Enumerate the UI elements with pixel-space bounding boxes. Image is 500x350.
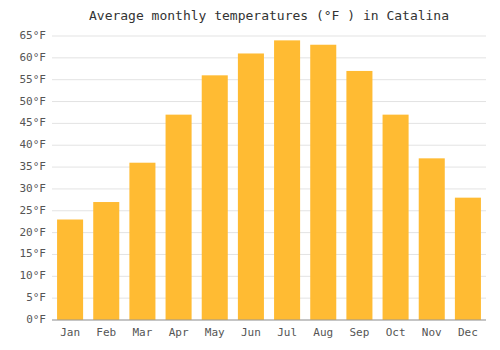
bar: [274, 40, 300, 320]
bars: [57, 40, 481, 320]
y-tick-label: 50°F: [20, 95, 47, 108]
x-tick-label: May: [205, 326, 225, 339]
bar: [238, 53, 264, 320]
grid-line: [52, 57, 486, 58]
bar: [383, 115, 409, 320]
y-tick-label: 65°F: [20, 29, 47, 42]
chart: Average monthly temperatures (°F ) in Ca…: [0, 0, 500, 350]
bar: [129, 163, 155, 320]
x-tick-label: Apr: [169, 326, 189, 339]
y-tick-label: 20°F: [20, 226, 47, 239]
y-tick-label: 0°F: [26, 313, 46, 326]
x-tick-label: Aug: [313, 326, 333, 339]
x-tick-label: Mar: [132, 326, 152, 339]
title: Average monthly temperatures (°F ) in Ca…: [89, 8, 449, 23]
grid-line: [52, 36, 486, 37]
bar: [419, 158, 445, 320]
bar: [455, 198, 481, 320]
x-tick-label: Jan: [60, 326, 80, 339]
grid-line: [52, 79, 486, 80]
x-tick-label: Feb: [96, 326, 116, 339]
y-tick-label: 55°F: [20, 73, 47, 86]
y-tick-label: 5°F: [26, 291, 46, 304]
y-tick-label: 25°F: [20, 204, 47, 217]
y-tick-label: 30°F: [20, 182, 47, 195]
x-tick-label: Sep: [349, 326, 369, 339]
y-tick-label: 35°F: [20, 160, 47, 173]
grid: [52, 36, 486, 320]
bar: [93, 202, 119, 320]
bar: [166, 115, 192, 320]
y-tick-label: 40°F: [20, 138, 47, 151]
bar: [346, 71, 372, 320]
grid-line: [52, 123, 486, 124]
x-tick-label: Oct: [386, 326, 406, 339]
x-tick-label: Nov: [422, 326, 442, 339]
y-tick-label: 10°F: [20, 269, 47, 282]
x-tick-label: Dec: [458, 326, 478, 339]
y-tick-label: 60°F: [20, 51, 47, 64]
x-tick-label: Jul: [277, 326, 297, 339]
x-tick-label: Jun: [241, 326, 261, 339]
x-axis-line: [52, 320, 486, 321]
y-ticks: 0°F 5°F 10°F 15°F 20°F 25°F 30°F 35°F 40°F 45°F 50…: [20, 29, 47, 326]
grid-line: [52, 320, 486, 321]
y-tick-label: 45°F: [20, 116, 47, 129]
grid-line: [52, 145, 486, 146]
bar: [310, 45, 336, 320]
grid-line: [52, 101, 486, 102]
x-ticks: Jan Feb Mar Apr May Jun Jul Aug Sep Oct Nov Dec: [60, 326, 478, 339]
bar: [202, 75, 228, 320]
bar: [57, 220, 83, 320]
y-tick-label: 15°F: [20, 247, 47, 260]
